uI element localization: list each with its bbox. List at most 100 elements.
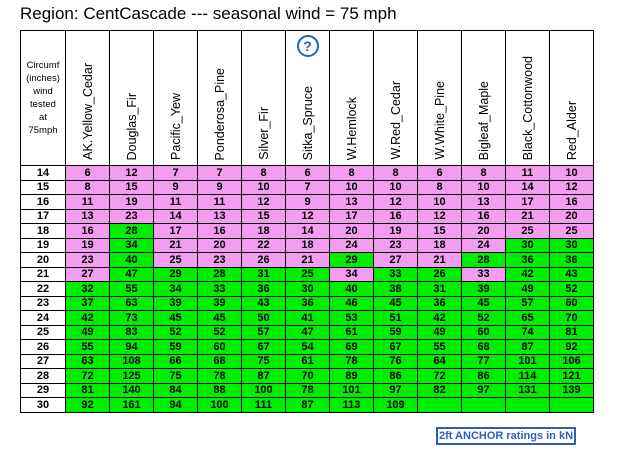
species-header: Red_Alder [549,30,594,166]
circumference-cell: 16 [20,194,66,210]
rating-cell: 31 [417,281,462,297]
rating-cell: 15 [241,208,286,224]
rating-cell: 86 [373,368,418,384]
rating-cell: 52 [197,324,242,340]
rating-cell: 45 [197,310,242,326]
circumference-cell: 25 [20,324,66,340]
help-icon[interactable]: ? [296,35,319,57]
rating-cell: 50 [241,310,286,326]
rating-cell: 61 [285,353,330,369]
rating-cell: 113 [329,397,374,413]
rating-cell: 86 [461,368,506,384]
species-header: Bigleaf_Maple [461,30,506,166]
rating-cell: 23 [197,252,242,268]
rating-cell: 70 [285,368,330,384]
rating-cell: 29 [329,252,374,268]
rating-cell: 7 [197,165,242,181]
rating-cell: 26 [241,252,286,268]
rating-cell: 38 [373,281,418,297]
rating-cell: 16 [197,223,242,239]
rating-cell: 81 [549,324,594,340]
rating-cell: 18 [285,237,330,253]
rating-cell: 11 [153,194,198,210]
species-label: Douglas_Fir [124,92,139,160]
rating-cell: 21 [417,252,462,268]
rating-cell: 49 [417,324,462,340]
rating-cell: 121 [549,368,594,384]
rating-cell: 8 [373,165,418,181]
rating-cell: 72 [65,368,110,384]
rating-cell: 61 [329,324,374,340]
table-row: 26 55 94 59 60 67 54 69 67 55 68 87 92 [20,339,594,355]
rating-cell: 21 [153,237,198,253]
rating-cell: 36 [505,252,550,268]
rating-cell: 42 [65,310,110,326]
species-header: Black_Cottonwood [505,30,550,166]
rating-cell: 51 [373,310,418,326]
species-label: W.Red_Cedar [388,81,403,160]
rating-cell: 55 [65,339,110,355]
circumference-cell: 19 [20,237,66,253]
rating-cell: 34 [329,266,374,282]
rating-cell: 57 [505,295,550,311]
rating-cell: 131 [505,382,550,398]
rating-cell: 24 [461,237,506,253]
circumference-cell: 22 [20,281,66,297]
rating-cell: 41 [285,310,330,326]
rating-cell: 39 [197,295,242,311]
page-title: Region: CentCascade --- seasonal wind = … [20,4,397,23]
rating-cell: 46 [329,295,374,311]
rating-cell: 17 [153,223,198,239]
rating-cell [505,397,550,413]
rating-cell: 100 [241,382,286,398]
rating-cell: 94 [109,339,154,355]
table-row: 15 8 15 9 9 10 7 10 10 8 10 14 12 [20,179,594,195]
rating-cell: 74 [505,324,550,340]
rating-cell: 114 [505,368,550,384]
rating-cell: 88 [197,382,242,398]
rating-cell: 12 [285,208,330,224]
rating-cell: 14 [153,208,198,224]
rating-cell: 64 [417,353,462,369]
rating-cell: 12 [109,165,154,181]
rating-cell: 36 [549,252,594,268]
rating-cell: 11 [505,165,550,181]
species-header: Silver_Fir [241,30,286,166]
rating-cell: 66 [153,353,198,369]
rating-cell: 111 [241,397,286,413]
rating-cell: 23 [65,252,110,268]
species-label: W.White_Pine [432,81,447,160]
rating-cell: 8 [241,165,286,181]
rating-cell: 8 [329,165,374,181]
rating-cell: 12 [417,208,462,224]
rating-cell: 14 [285,223,330,239]
legend-box: 2ft ANCHOR ratings in kN [436,427,576,445]
rating-cell: 10 [329,179,374,195]
rating-cell: 75 [241,353,286,369]
rating-cell: 53 [329,310,374,326]
rating-cell: 52 [153,324,198,340]
rating-cell: 82 [417,382,462,398]
rating-cell: 30 [285,281,330,297]
species-label: W.Hemlock [344,96,359,160]
rating-cell: 40 [329,281,374,297]
rating-cell: 42 [417,310,462,326]
rating-cell: 87 [285,397,330,413]
rating-cell: 6 [285,165,330,181]
rating-cell: 63 [109,295,154,311]
rating-cell: 161 [109,397,154,413]
rating-cell: 81 [65,382,110,398]
rating-cell: 32 [65,281,110,297]
rating-cell: 43 [241,295,286,311]
rating-cell: 60 [549,295,594,311]
rating-cell: 8 [417,179,462,195]
table-row: 16 11 19 11 11 12 9 13 12 10 13 17 16 [20,194,594,210]
rating-cell: 13 [461,194,506,210]
circumference-cell: 20 [20,252,66,268]
table-row: 21 27 47 29 28 31 25 34 33 26 33 42 43 [20,266,594,282]
rating-cell [417,397,462,413]
rating-cell: 68 [197,353,242,369]
rating-cell: 12 [549,179,594,195]
rating-cell: 33 [461,266,506,282]
circumference-cell: 23 [20,295,66,311]
